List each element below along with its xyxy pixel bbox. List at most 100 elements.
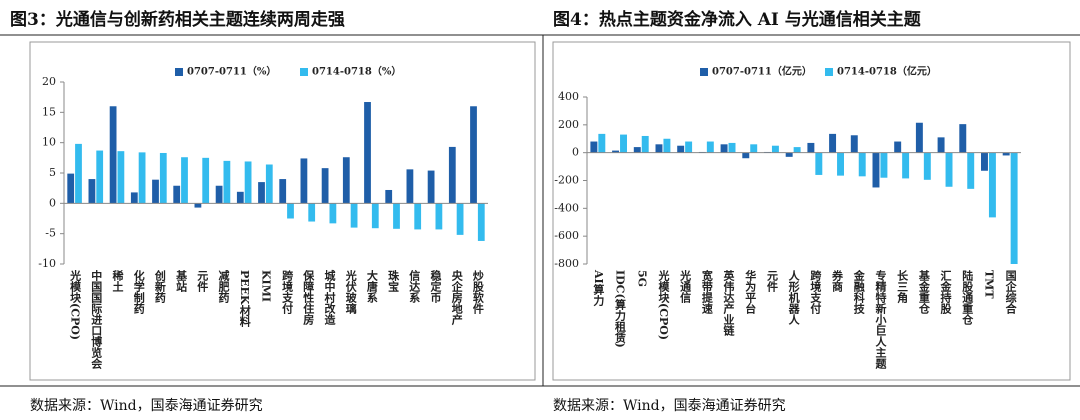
- bar: [181, 157, 188, 204]
- legend-swatch: [300, 68, 308, 76]
- bar: [202, 157, 210, 204]
- bar: [923, 152, 931, 180]
- x-tick-label: 汇金持股: [939, 270, 953, 315]
- bar: [138, 152, 146, 204]
- bar: [807, 142, 815, 153]
- bar: [265, 164, 273, 204]
- bar: [173, 185, 181, 204]
- bar: [880, 152, 888, 178]
- bar: [435, 203, 443, 230]
- bar: [88, 179, 96, 204]
- bar: [967, 152, 975, 189]
- x-tick-label: 国企综合: [1004, 270, 1018, 315]
- bar: [894, 141, 902, 153]
- x-tick-label: 中国国际进口博览会: [90, 269, 103, 370]
- bar: [308, 203, 316, 222]
- chart-title: 图3：光通信与创新药相关主题连续两周走强: [10, 9, 345, 30]
- y-tick-label: -10: [38, 257, 56, 270]
- x-tick-label: 陆股通重仓: [961, 269, 975, 326]
- x-tick-label: 人形机器人: [787, 269, 801, 325]
- plot-frame: [552, 41, 1071, 381]
- bar: [598, 133, 606, 153]
- x-tick-label: 创新药: [153, 269, 167, 304]
- bar: [300, 158, 308, 204]
- x-tick-label: IDC(算力租赁): [614, 270, 628, 348]
- bar: [829, 133, 837, 153]
- x-tick-label: 信达系: [408, 269, 421, 304]
- bar: [872, 152, 880, 188]
- bar: [915, 122, 923, 153]
- x-tick-label: 券商: [831, 269, 845, 293]
- y-tick-label: 15: [42, 105, 56, 118]
- y-tick-label: -200: [554, 174, 579, 187]
- bar: [75, 143, 82, 204]
- x-tick-label: 专精特新小巨人主题: [874, 269, 888, 370]
- bar: [456, 203, 464, 235]
- bar: [321, 168, 329, 204]
- bar: [244, 161, 252, 204]
- bar: [279, 179, 287, 204]
- bar: [477, 203, 485, 241]
- bar: [236, 191, 244, 204]
- bar: [959, 124, 967, 153]
- legend-swatch: [700, 68, 708, 76]
- legend-label: 0714-0718（亿元）: [837, 65, 937, 78]
- bar: [470, 106, 477, 204]
- y-tick-label: 0: [49, 196, 56, 209]
- bar: [159, 152, 167, 204]
- x-tick-label: 光通信: [679, 269, 693, 304]
- bar: [937, 137, 945, 153]
- x-tick-label: 基金重仓: [917, 269, 931, 315]
- x-tick-label: TMT: [982, 270, 995, 299]
- x-tick-label: AI算力: [592, 269, 606, 306]
- bar: [590, 141, 598, 153]
- x-tick-label: 元件: [765, 270, 778, 293]
- legend-label: 0707-0711（亿元）: [712, 65, 812, 78]
- source: 数据来源：Wind，国泰海通证券研究: [30, 398, 263, 414]
- x-tick-label: 大唐系: [365, 269, 378, 304]
- bar: [1010, 152, 1018, 264]
- bar: [981, 152, 988, 171]
- bar: [815, 152, 823, 175]
- bar: [706, 141, 714, 153]
- bar: [837, 152, 844, 176]
- bar: [223, 160, 231, 204]
- bar: [1002, 152, 1010, 156]
- legend-swatch: [825, 68, 833, 76]
- plot-frame: [29, 41, 536, 381]
- bar: [67, 173, 75, 204]
- y-tick-label: 200: [558, 118, 579, 131]
- bar: [393, 203, 400, 229]
- bar: [117, 151, 125, 204]
- y-tick-label: -800: [554, 257, 579, 270]
- y-tick-label: 20: [42, 75, 56, 88]
- x-tick-label: 金融科技: [852, 269, 866, 315]
- bar: [329, 203, 337, 224]
- bar: [371, 203, 379, 229]
- x-tick-label: 炒股软件: [471, 270, 484, 315]
- bar: [612, 150, 620, 153]
- x-tick-label: 元件: [196, 270, 209, 293]
- bar: [342, 157, 350, 204]
- y-tick-label: 10: [42, 136, 56, 149]
- y-tick-label: -5: [45, 227, 56, 240]
- x-tick-label: 光伏玻璃: [344, 269, 358, 315]
- bar: [364, 102, 371, 204]
- bar: [152, 179, 159, 204]
- bar: [130, 192, 138, 204]
- x-tick-label: 光模块(CPO): [657, 269, 671, 340]
- x-tick-label: 稳定币: [429, 269, 442, 304]
- x-tick-label: 央企房地产: [450, 269, 464, 326]
- x-tick-label: 华为平台: [744, 269, 757, 315]
- bar: [858, 152, 866, 177]
- bar: [771, 145, 779, 153]
- bar: [750, 144, 758, 153]
- x-tick-label: 宽带提速: [700, 269, 714, 315]
- x-tick-label: 减肥药: [217, 269, 230, 304]
- bar: [685, 141, 693, 153]
- legend-label: 0707-0711（%）: [187, 65, 276, 78]
- bar: [427, 170, 435, 204]
- bar: [785, 152, 793, 157]
- x-tick-label: 跨境支付: [281, 269, 295, 315]
- bar: [620, 134, 627, 153]
